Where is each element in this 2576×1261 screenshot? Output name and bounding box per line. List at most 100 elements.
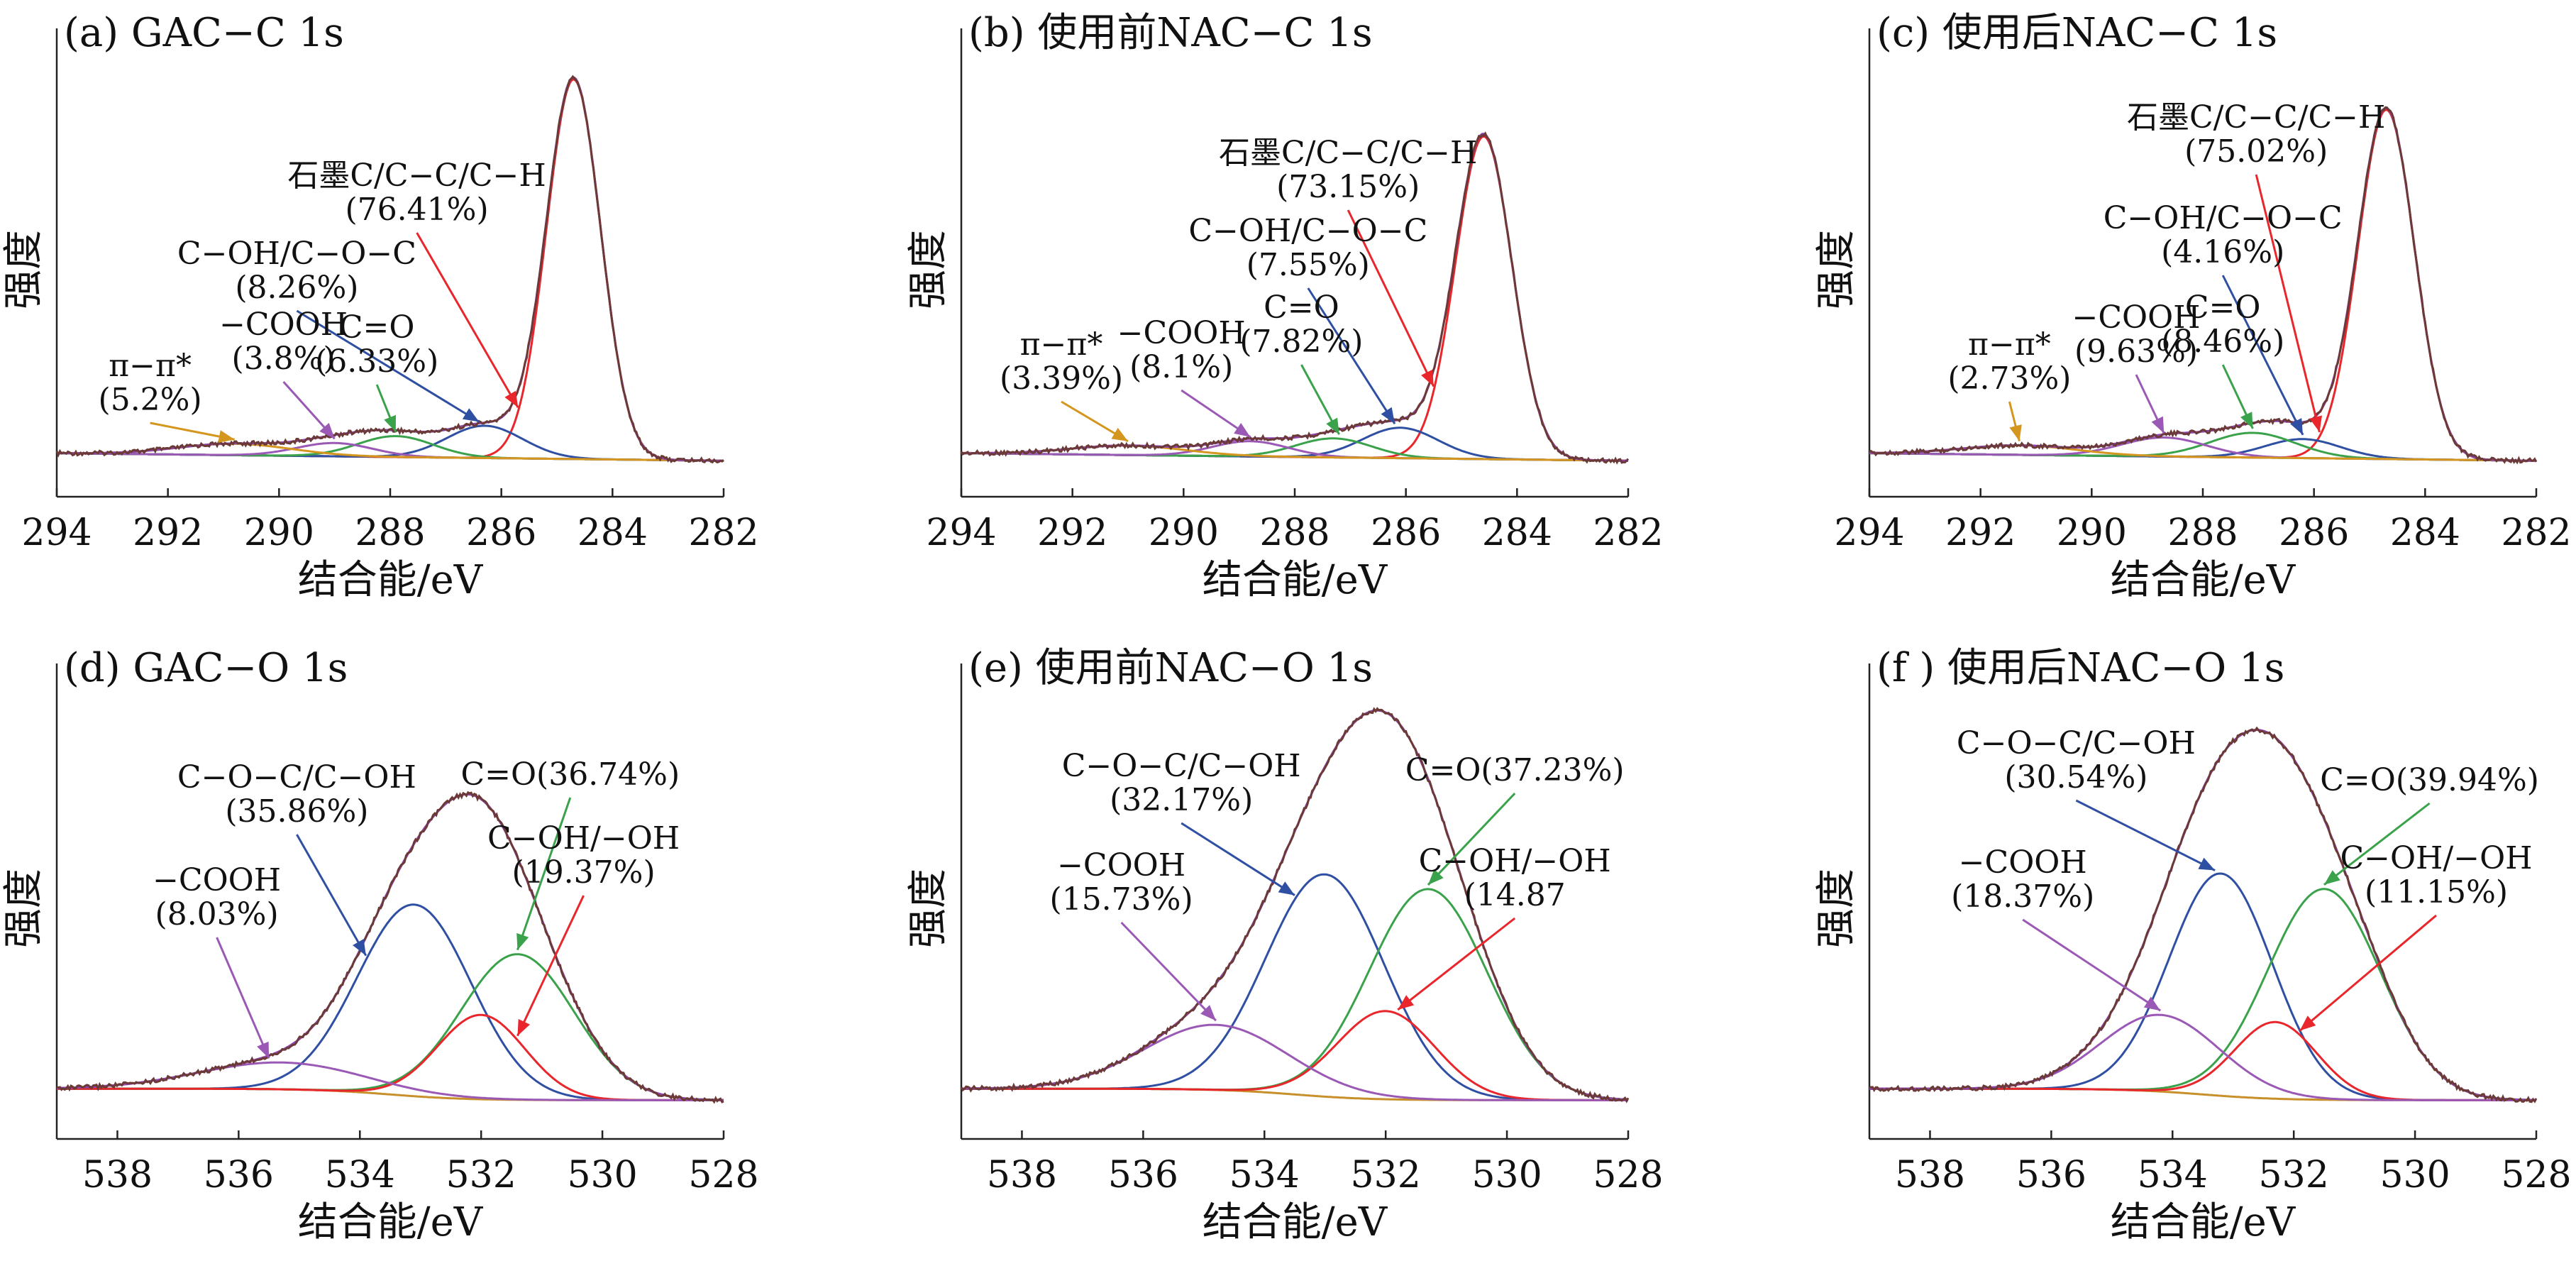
x-tick-label: 292 [1037, 512, 1107, 554]
x-tick-label: 532 [1351, 1154, 1421, 1196]
chart-panel-a: 294 292 290 288 286 284 282 结合能/eV 强度 (a) GAC−C 1… [1, 10, 759, 603]
annotation-label: C−OH/−OH [487, 820, 680, 857]
annotation-label: (15.73%) [1050, 881, 1193, 918]
annotation-arrowhead [2240, 412, 2253, 429]
annotation-label: C=O [2185, 290, 2261, 326]
panel-title: (e) 使用前NAC−O 1s [968, 645, 1373, 691]
annotation-arrow [2221, 275, 2304, 436]
annotation-arrow [2022, 918, 2162, 1012]
annotation-label: (30.54%) [2004, 759, 2147, 795]
x-tick-label: 290 [244, 512, 314, 554]
annotation-arrowhead [517, 1019, 530, 1036]
component-peak-2 [57, 953, 724, 1101]
annotation-label: −COOH [153, 862, 281, 898]
component-peak-3 [961, 1010, 1628, 1101]
annotation-arrow [2255, 174, 2321, 433]
annotation-arrowhead [2143, 996, 2161, 1011]
annotation-label: C=O [1264, 290, 1339, 326]
x-axis-label: 结合能/eV [2111, 557, 2296, 603]
annotation-label: −COOH [1117, 315, 1246, 351]
annotation-arrow [296, 309, 480, 423]
annotation-arrowhead [218, 430, 235, 443]
annotation-label: (3.39%) [1000, 360, 1123, 397]
x-axis-label: 结合能/eV [1203, 1199, 1388, 1245]
annotation-label: C=O [339, 309, 415, 346]
annotation-arrowhead [2198, 857, 2216, 871]
annotation-arrowhead [319, 422, 335, 439]
panel-title: (a) GAC−C 1s [64, 10, 344, 56]
x-tick-label: 530 [567, 1154, 637, 1196]
annotation-arrow [216, 937, 270, 1059]
annotation-arrowhead [1111, 427, 1128, 441]
annotation-arrowhead [2299, 1015, 2316, 1031]
x-axis-label: 结合能/eV [2111, 1199, 2296, 1245]
annotation-label: (73.15%) [1276, 169, 1420, 205]
y-axis-label: 强度 [905, 230, 951, 309]
x-tick-label: 536 [1108, 1154, 1178, 1196]
raw-spectrum [55, 75, 724, 464]
annotation-label: (8.26%) [235, 270, 358, 306]
annotation-label: 石墨C/C−C/C−H [2127, 99, 2385, 136]
x-tick-label: 536 [2016, 1154, 2086, 1196]
annotation-label: (2.73%) [1947, 360, 2071, 397]
component-peak-1 [57, 903, 724, 1101]
background-curve [57, 1087, 724, 1101]
annotation-label: C−OH/−OH [1419, 843, 1611, 879]
annotation-label: 石墨C/C−C/C−H [1219, 135, 1477, 171]
component-peak-3 [57, 1013, 724, 1101]
annotation-label: 石墨C/C−C/C−H [287, 158, 546, 194]
chart-panel-c: 294 292 290 288 286 284 282 结合能/eV 强度 (c) 使用后NAC−… [1813, 10, 2572, 603]
annotation-arrow [516, 895, 585, 1037]
annotation-arrowhead [1428, 869, 1444, 885]
annotation-label: C=O(37.23%) [1405, 752, 1625, 788]
annotation-arrow [1397, 917, 1516, 1011]
panel-title: (c) 使用后NAC−C 1s [1876, 10, 2277, 56]
annotation-label: C−OH/C−O−C [2104, 200, 2343, 236]
x-tick-label: 294 [926, 512, 996, 554]
annotation-arrowhead [2309, 415, 2322, 432]
annotation-label: −COOH [219, 307, 348, 343]
annotation-arrow [416, 232, 519, 408]
annotation-arrow [1347, 209, 1435, 387]
x-tick-label: 288 [1259, 512, 1330, 554]
x-tick-label: 284 [1482, 512, 1552, 554]
annotation-label: (35.86%) [225, 793, 368, 830]
annotation-label: −COOH [1959, 844, 2087, 881]
annotation-label: (75.02%) [2184, 133, 2328, 170]
x-tick-label: 532 [446, 1154, 516, 1196]
chart-panel-b: 294 292 290 288 286 284 282 结合能/eV 强度 (b) 使用前NAC−… [905, 10, 1664, 603]
annotation-arrow [2075, 799, 2216, 871]
annotation-arrowhead [1398, 995, 1415, 1010]
annotation-label: (4.16%) [2161, 234, 2284, 270]
annotation-label: (19.37%) [512, 854, 656, 891]
x-tick-label: 284 [2390, 512, 2460, 554]
x-tick-label: 532 [2259, 1154, 2329, 1196]
x-tick-label: 282 [2501, 512, 2571, 554]
annotation-arrowhead [384, 414, 396, 432]
annotation-arrowhead [2151, 416, 2165, 434]
annotation-label: −COOH [1057, 847, 1185, 883]
annotation-label: (32.17%) [1110, 782, 1253, 818]
x-tick-label: 538 [1895, 1154, 1965, 1196]
x-tick-label: 284 [577, 512, 648, 554]
annotation-label: (3.8%) [232, 341, 336, 377]
y-axis-label: 强度 [1, 230, 47, 309]
annotation-arrow [1307, 287, 1396, 425]
raw-spectrum [56, 791, 724, 1104]
annotation-label: C−O−C/C−OH [177, 759, 416, 795]
annotation-label: π−π* [1968, 326, 2051, 363]
annotation-arrowhead [1381, 407, 1395, 424]
annotation-arrowhead [516, 932, 529, 950]
x-tick-label: 290 [1149, 512, 1219, 554]
y-axis-label: 强度 [1, 869, 47, 948]
annotation-arrowhead [2323, 870, 2340, 885]
annotation-label: C−O−C/C−OH [1957, 725, 2196, 761]
x-tick-label: 286 [466, 512, 536, 554]
annotation-label: C−OH/C−O−C [1188, 213, 1427, 249]
annotation-label: π−π* [1020, 326, 1103, 363]
annotation-arrow [1181, 822, 1295, 896]
annotation-arrowhead [1200, 1005, 1216, 1021]
x-tick-label: 528 [688, 1154, 758, 1196]
component-peak-2 [961, 888, 1629, 1101]
